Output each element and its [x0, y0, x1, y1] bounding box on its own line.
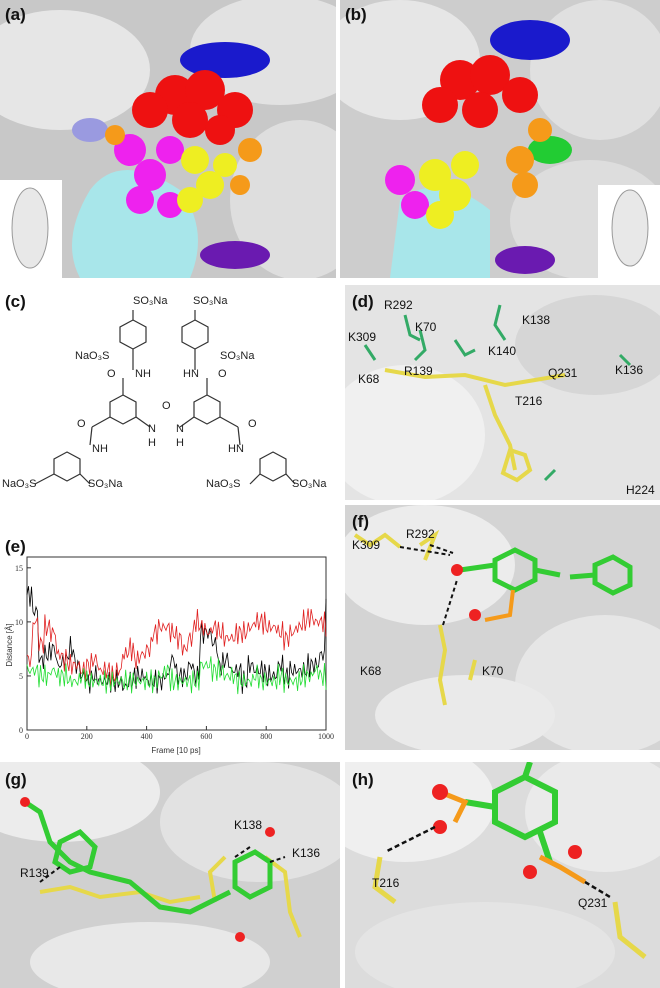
surface-render-g [0, 762, 340, 988]
group-so3na: SO₃Na [88, 478, 123, 490]
residue-label: K68 [360, 664, 382, 678]
atom-o: O [248, 418, 257, 430]
y-tick-label: 15 [15, 564, 23, 573]
residue-label: R139 [20, 866, 49, 880]
chemical-structure [34, 310, 296, 485]
residue-label: Q231 [578, 896, 608, 910]
atom-o: O [107, 368, 116, 380]
panel-label-d: (d) [352, 292, 374, 311]
panel-f [345, 505, 660, 750]
surface-render-h [345, 762, 660, 988]
y-axis-label: Distance [Å] [5, 623, 14, 666]
residue-label: T216 [372, 876, 400, 890]
surface-render-f [345, 505, 660, 750]
panel-g [0, 762, 340, 988]
x-axis-label: Frame [10 ps] [151, 746, 200, 755]
series-line-0 [26, 586, 327, 694]
y-tick-label: 5 [19, 672, 23, 681]
x-tick-label: 600 [200, 732, 212, 741]
x-tick-label: 800 [260, 732, 272, 741]
panel-label-h: (h) [352, 770, 374, 789]
y-tick-label: 10 [15, 618, 23, 627]
group-nao3s: NaO₃S [75, 350, 110, 362]
panel-label-a: (a) [5, 5, 26, 24]
group-nh: NH [135, 368, 151, 380]
distance-chart: Distance [Å] Frame [10 ps] 0 200 400 600 800… [5, 556, 334, 755]
panel-e: Distance [Å] Frame [10 ps] 0 200 400 600 800… [0, 510, 340, 755]
series-line-2 [26, 656, 327, 695]
surface-render-a [0, 0, 336, 278]
residue-label: K136 [615, 363, 644, 377]
group-nao3s: NaO₃S [2, 478, 37, 490]
x-tick-label: 0 [25, 732, 29, 741]
panel-a [0, 0, 336, 278]
residue-label: T216 [515, 394, 543, 408]
x-tick-label: 200 [81, 732, 93, 741]
residue-label: K140 [488, 344, 517, 358]
atom-o: O [162, 400, 171, 412]
atom-h: H [148, 437, 156, 449]
residue-label: R139 [404, 364, 433, 378]
plot-frame [26, 556, 327, 731]
panel-h [345, 762, 660, 988]
residue-label: K309 [348, 330, 377, 344]
group-so3na: SO₃Na [193, 295, 228, 307]
residue-label: K138 [234, 818, 263, 832]
panel-label-c: (c) [5, 292, 26, 311]
residue-label: K136 [292, 846, 321, 860]
residue-label: K70 [482, 664, 504, 678]
group-nh: NH [92, 443, 108, 455]
atom-n: N [176, 423, 184, 435]
panel-c: SO₃Na SO₃Na NaO₃S SO₃Na O NH HN O O N N … [0, 280, 340, 505]
residue-label: R292 [384, 298, 413, 312]
x-tick-label: 400 [141, 732, 153, 741]
atom-o: O [218, 368, 227, 380]
atom-h: H [176, 437, 184, 449]
residue-label: K68 [358, 372, 380, 386]
group-nao3s: NaO₃S [206, 478, 241, 490]
panel-label-f: (f) [352, 512, 369, 531]
group-so3na: SO₃Na [133, 295, 168, 307]
residue-label: Q231 [548, 366, 578, 380]
panel-label-e: (e) [5, 537, 26, 556]
y-tick-label: 0 [19, 726, 23, 735]
surface-render-b [340, 0, 660, 278]
residue-label: K70 [415, 320, 437, 334]
x-tick-label: 1000 [318, 732, 334, 741]
atom-n: N [148, 423, 156, 435]
surface-render-d [345, 285, 660, 500]
residue-label: K309 [352, 538, 381, 552]
residue-label: H224 [626, 483, 655, 497]
group-so3na: SO₃Na [220, 350, 255, 362]
atom-o: O [77, 418, 86, 430]
residue-label: R292 [406, 527, 435, 541]
group-hn: HN [228, 443, 244, 455]
series-line-1 [26, 608, 327, 689]
group-so3na: SO₃Na [292, 478, 327, 490]
group-hn: HN [183, 368, 199, 380]
residue-label: K138 [522, 313, 551, 327]
panel-d [345, 285, 660, 500]
panel-label-b: (b) [345, 5, 367, 24]
panel-b [340, 0, 660, 278]
panel-label-g: (g) [5, 770, 27, 789]
